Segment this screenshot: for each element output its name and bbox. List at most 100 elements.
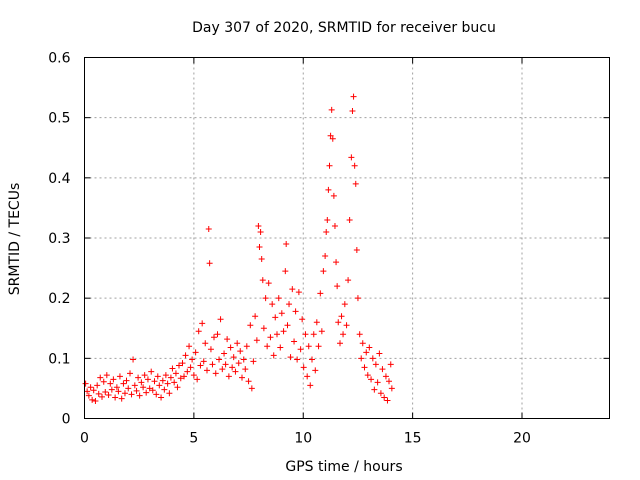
data-point (135, 374, 142, 381)
data-point (195, 328, 202, 335)
data-point (179, 360, 186, 367)
y-tick-label: 0.2 (48, 291, 70, 307)
y-tick-label: 0 (62, 412, 71, 428)
data-point (221, 350, 228, 357)
data-point (217, 316, 224, 323)
data-point (140, 384, 147, 391)
data-point (354, 295, 361, 302)
data-point (102, 389, 109, 396)
data-point (291, 338, 298, 345)
data-point (363, 349, 370, 356)
data-point (272, 314, 279, 321)
data-point (90, 387, 97, 394)
data-point (205, 225, 212, 232)
data-point (361, 364, 368, 371)
data-point (239, 374, 245, 381)
data-point (148, 368, 155, 375)
data-point (222, 361, 229, 368)
data-point (264, 343, 271, 350)
data-point (325, 186, 332, 193)
data-points (82, 93, 395, 405)
data-point (248, 385, 255, 392)
data-point (186, 343, 193, 350)
data-point (283, 241, 290, 248)
data-point (219, 366, 226, 373)
data-point (128, 391, 135, 398)
data-point (277, 344, 284, 351)
data-point (372, 361, 379, 368)
data-point (181, 373, 188, 380)
data-point (326, 162, 333, 169)
data-point (85, 392, 92, 399)
data-point (297, 346, 304, 353)
data-point (256, 244, 263, 251)
grid-lines (84, 57, 610, 419)
data-point (229, 364, 236, 371)
data-point (197, 362, 204, 369)
data-point (245, 378, 252, 385)
data-point (292, 308, 299, 315)
data-point (270, 352, 277, 359)
data-point (194, 376, 201, 383)
data-point (232, 368, 239, 375)
data-point (309, 356, 315, 363)
data-point (284, 322, 291, 329)
data-point (359, 340, 366, 347)
data-point (353, 247, 360, 254)
plot-frame (84, 57, 610, 419)
data-point (149, 387, 156, 394)
data-point (243, 343, 250, 350)
x-tick-label: 10 (294, 431, 312, 447)
data-point (162, 372, 169, 379)
data-point (212, 370, 219, 377)
chart-title: Day 307 of 2020, SRMTID for receiver buc… (192, 20, 496, 36)
data-point (315, 343, 322, 350)
data-point (294, 356, 301, 363)
data-point (364, 372, 371, 379)
data-point (286, 301, 293, 308)
data-point (337, 340, 343, 347)
data-point (349, 108, 356, 115)
data-point (95, 390, 102, 397)
data-point (313, 319, 320, 326)
data-point (322, 253, 329, 260)
data-point (312, 367, 319, 374)
data-point (92, 398, 99, 405)
data-point (121, 390, 128, 397)
data-point (115, 388, 122, 395)
data-point (371, 386, 378, 393)
data-point (310, 331, 317, 338)
data-point (304, 373, 311, 380)
data-point (230, 354, 237, 361)
y-tick-label: 0.4 (48, 171, 70, 187)
data-point (151, 378, 158, 385)
data-point (300, 364, 307, 371)
data-point (376, 350, 383, 357)
data-point (97, 374, 104, 381)
data-point (184, 368, 191, 375)
data-point (287, 354, 294, 361)
data-point (204, 367, 210, 374)
data-point (125, 385, 132, 392)
data-point (377, 390, 384, 397)
data-point (374, 379, 381, 386)
data-point (333, 259, 340, 266)
data-point (110, 376, 117, 383)
data-point (302, 331, 309, 338)
data-point (258, 256, 265, 263)
data-point (278, 310, 285, 317)
data-point (334, 283, 341, 290)
data-point (382, 373, 389, 380)
data-point (307, 382, 314, 389)
data-point (156, 382, 163, 389)
data-point (199, 320, 206, 327)
y-tick-label: 0.6 (48, 51, 70, 67)
data-point (317, 290, 324, 297)
data-point (338, 313, 345, 320)
data-point (368, 376, 375, 383)
data-point (352, 180, 359, 187)
data-point (235, 360, 242, 367)
data-point (103, 372, 110, 379)
data-point (161, 386, 168, 393)
data-point (113, 384, 120, 391)
